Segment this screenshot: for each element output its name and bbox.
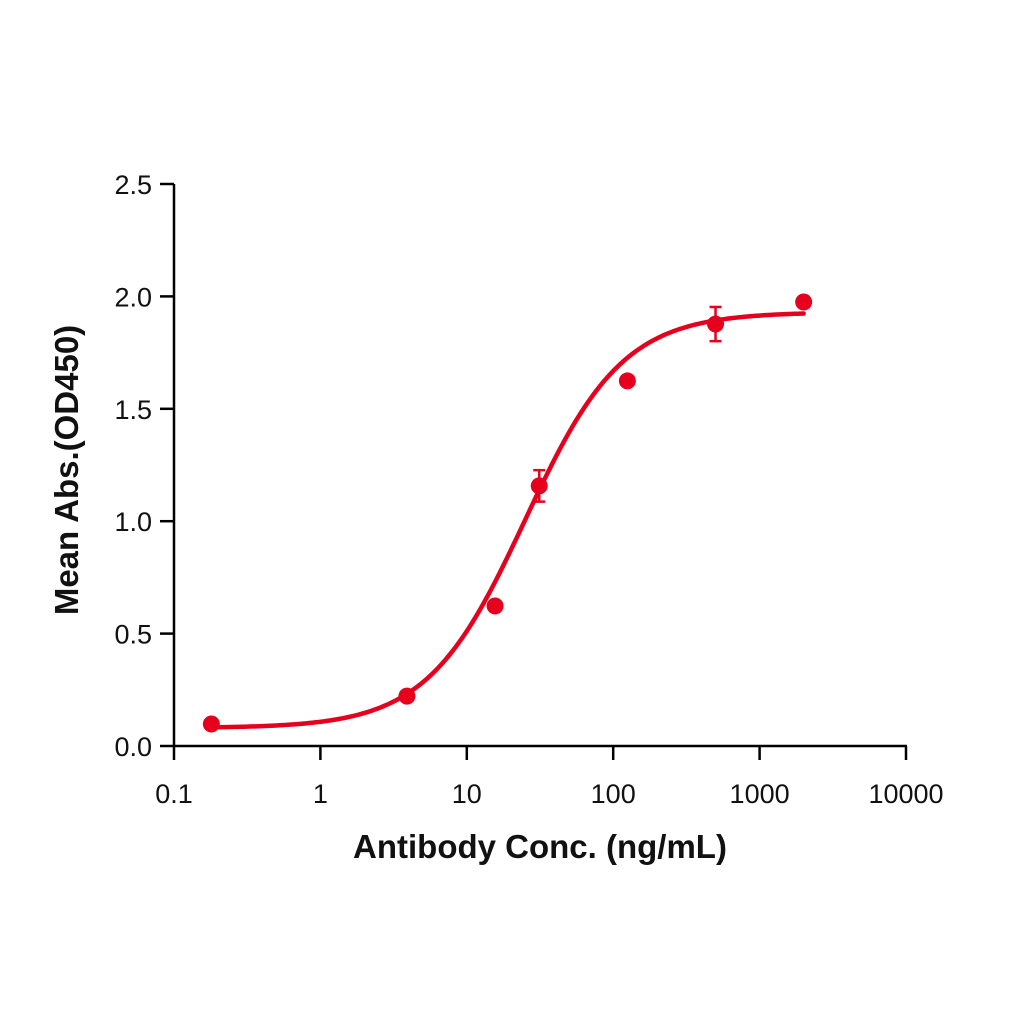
fit-curve — [209, 311, 806, 730]
x-tick-label: 100 — [591, 779, 636, 809]
y-tick-label: 0.0 — [114, 732, 152, 762]
data-point — [398, 687, 416, 705]
data-point — [202, 715, 220, 733]
data-point — [707, 315, 725, 333]
y-tick-label: 1.5 — [114, 395, 152, 425]
x-axis: 0.1 1 10 100 1000 10000 — [155, 744, 944, 809]
x-tick-label: 1000 — [730, 779, 790, 809]
y-tick-label: 2.0 — [114, 282, 152, 312]
series-layer — [202, 293, 813, 733]
y-axis-ticks: 0.0 0.5 1.0 1.5 2.0 2.5 — [114, 170, 174, 762]
x-axis-ticks: 0.1 1 10 100 1000 10000 — [155, 746, 944, 809]
series-antibody — [202, 293, 813, 733]
x-tick-label: 10 — [452, 779, 482, 809]
data-point — [486, 597, 504, 615]
data-point — [530, 477, 548, 495]
y-tick-label: 1.0 — [114, 507, 152, 537]
x-axis-title: Antibody Conc. (ng/mL) — [353, 828, 727, 865]
y-tick-label: 0.5 — [114, 620, 152, 650]
x-tick-label: 10000 — [868, 779, 943, 809]
x-tick-label: 1 — [313, 779, 328, 809]
y-axis: 0.0 0.5 1.0 1.5 2.0 2.5 — [114, 170, 176, 762]
data-point — [795, 293, 813, 311]
y-tick-label: 2.5 — [114, 170, 152, 200]
y-axis-title: Mean Abs.(OD450) — [48, 325, 85, 615]
data-point — [618, 372, 636, 390]
x-tick-label: 0.1 — [155, 779, 193, 809]
